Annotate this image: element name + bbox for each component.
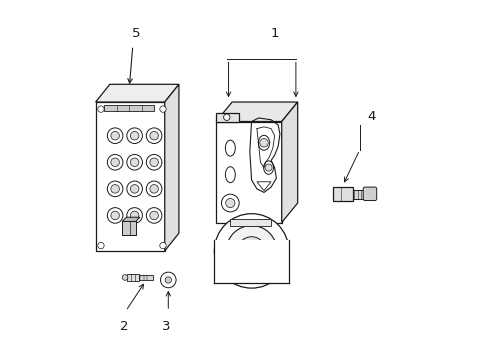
Circle shape (146, 181, 162, 197)
Ellipse shape (258, 135, 269, 150)
Polygon shape (96, 102, 164, 251)
Polygon shape (164, 84, 179, 251)
Circle shape (126, 181, 142, 197)
Polygon shape (216, 113, 239, 122)
Circle shape (214, 214, 288, 288)
Circle shape (107, 154, 122, 170)
Polygon shape (281, 102, 297, 222)
FancyBboxPatch shape (363, 187, 376, 201)
Circle shape (160, 106, 166, 112)
Text: 1: 1 (270, 27, 278, 40)
Circle shape (149, 158, 158, 167)
Text: 2: 2 (120, 320, 128, 333)
Circle shape (225, 198, 234, 208)
Circle shape (165, 277, 171, 283)
Circle shape (237, 237, 265, 265)
Circle shape (111, 158, 119, 167)
Circle shape (149, 211, 158, 220)
Circle shape (130, 185, 139, 193)
Bar (214, 240, 288, 283)
Circle shape (221, 194, 239, 212)
Bar (104, 104, 154, 111)
Polygon shape (216, 102, 297, 122)
Circle shape (149, 185, 158, 193)
Circle shape (111, 211, 119, 220)
Bar (122, 221, 135, 235)
Circle shape (107, 181, 122, 197)
Bar (138, 275, 152, 280)
Circle shape (130, 131, 139, 140)
Circle shape (146, 208, 162, 223)
Circle shape (130, 211, 139, 220)
Circle shape (226, 226, 276, 276)
Bar (332, 187, 352, 201)
Ellipse shape (225, 167, 235, 183)
Circle shape (111, 185, 119, 193)
Circle shape (146, 128, 162, 144)
Bar (127, 274, 138, 281)
Text: 3: 3 (162, 320, 170, 333)
Circle shape (126, 128, 142, 144)
Polygon shape (96, 84, 179, 102)
Circle shape (160, 242, 166, 249)
Circle shape (264, 164, 272, 171)
Bar (352, 190, 364, 199)
Circle shape (107, 128, 122, 144)
Circle shape (98, 242, 104, 249)
Circle shape (130, 158, 139, 167)
Polygon shape (216, 122, 281, 222)
Circle shape (160, 272, 176, 288)
Text: 4: 4 (367, 110, 375, 123)
Circle shape (126, 154, 142, 170)
Ellipse shape (225, 140, 235, 156)
Circle shape (126, 208, 142, 223)
Circle shape (146, 154, 162, 170)
Polygon shape (122, 217, 140, 221)
Circle shape (107, 208, 122, 223)
Circle shape (111, 131, 119, 140)
Circle shape (98, 106, 104, 112)
Circle shape (259, 139, 268, 147)
Polygon shape (256, 182, 270, 191)
Polygon shape (230, 219, 270, 226)
Circle shape (122, 275, 128, 280)
Ellipse shape (263, 161, 273, 174)
Circle shape (149, 131, 158, 140)
Text: 5: 5 (132, 27, 141, 40)
Circle shape (223, 114, 229, 121)
